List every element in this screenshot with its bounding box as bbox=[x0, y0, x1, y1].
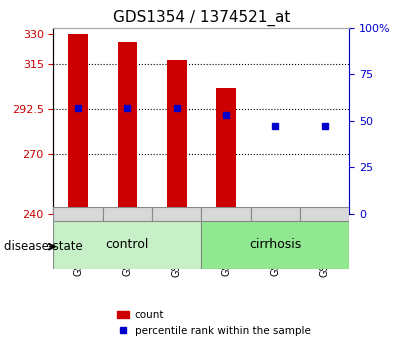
Legend: count, percentile rank within the sample: count, percentile rank within the sample bbox=[113, 306, 315, 340]
Title: GDS1354 / 1374521_at: GDS1354 / 1374521_at bbox=[113, 10, 290, 26]
Bar bbox=[68, 33, 88, 214]
Text: control: control bbox=[106, 238, 149, 252]
FancyBboxPatch shape bbox=[103, 207, 152, 221]
FancyBboxPatch shape bbox=[251, 207, 300, 221]
Bar bbox=[266, 208, 285, 214]
Bar bbox=[315, 212, 335, 214]
FancyBboxPatch shape bbox=[53, 207, 103, 221]
Text: disease state: disease state bbox=[4, 240, 83, 253]
Bar bbox=[216, 88, 236, 214]
Bar bbox=[167, 60, 187, 214]
FancyBboxPatch shape bbox=[152, 207, 201, 221]
Bar bbox=[118, 42, 137, 214]
FancyBboxPatch shape bbox=[300, 207, 349, 221]
FancyBboxPatch shape bbox=[201, 207, 251, 221]
FancyBboxPatch shape bbox=[201, 221, 349, 269]
FancyBboxPatch shape bbox=[53, 221, 201, 269]
Text: cirrhosis: cirrhosis bbox=[249, 238, 302, 252]
